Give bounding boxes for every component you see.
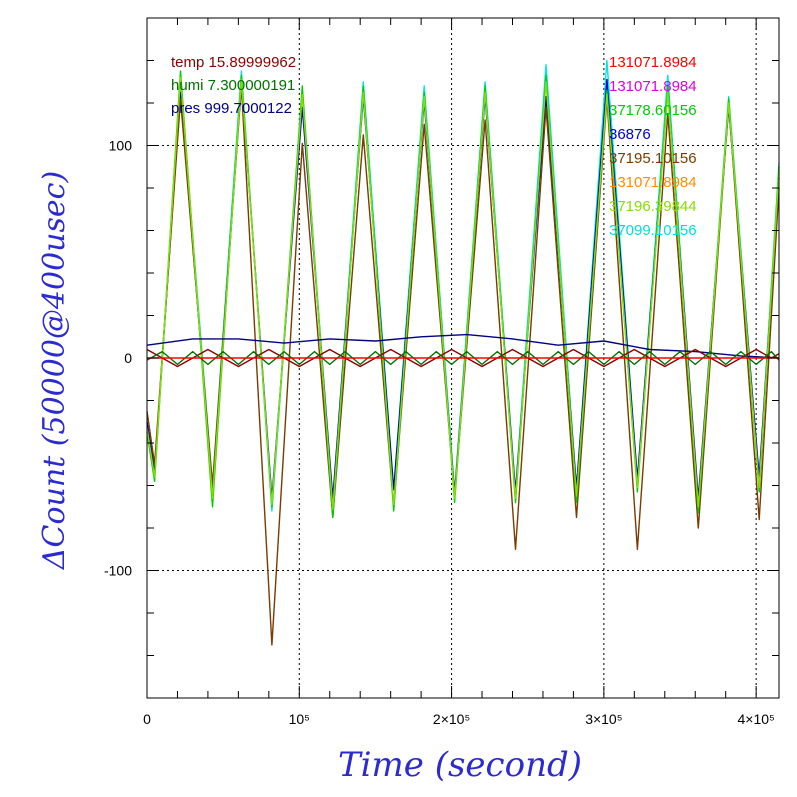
legend-right-entry-2: 37178.60156 — [609, 102, 697, 119]
x-tick-label-1: 10⁵ — [289, 711, 310, 727]
legend-right: 131071.8984 131071.8984 37178.60156 36876 37… — [609, 54, 697, 239]
tick-labels: 0 10⁵ 2×10⁵ 3×10⁵ 4×10⁵ 100 0 -100 — [104, 138, 775, 728]
y-tick-label-0: 100 — [109, 138, 133, 154]
x-tick-label-3: 3×10⁵ — [585, 711, 622, 727]
series-line-7 — [146, 350, 780, 366]
legend-right-entry-4: 37195.10156 — [609, 150, 697, 167]
legend-left-entry-0: temp 15.89999962 — [171, 54, 296, 71]
legend-right-entry-3: 36876 — [609, 126, 651, 143]
y-tick-label-2: -100 — [104, 563, 132, 579]
legend-left: temp 15.89999962 humi 7.300000191 pres 999… — [171, 54, 296, 117]
legend-right-entry-7: 37099.10156 — [609, 222, 697, 239]
legend-left-entry-2: pres 999.7000122 — [171, 100, 292, 117]
series-line-4 — [146, 76, 780, 510]
series-lines — [146, 59, 780, 646]
x-axis-title: Time (second) — [338, 745, 582, 785]
x-tick-label-4: 4×10⁵ — [737, 711, 774, 727]
y-axis-title: ΔCount (50000@400usec) — [37, 171, 72, 570]
y-tick-label-1: 0 — [124, 350, 132, 366]
x-tick-label-2: 2×10⁵ — [433, 711, 470, 727]
legend-right-entry-5: 131071.8984 — [609, 174, 697, 191]
legend-right-entry-1: 131071.8984 — [609, 78, 697, 95]
tick-marks — [146, 17, 779, 698]
legend-right-entry-6: 37196.39844 — [609, 198, 697, 215]
legend-right-entry-0: 131071.8984 — [609, 54, 697, 71]
x-tick-label-0: 0 — [143, 711, 151, 727]
legend-left-entry-1: humi 7.300000191 — [171, 77, 295, 94]
